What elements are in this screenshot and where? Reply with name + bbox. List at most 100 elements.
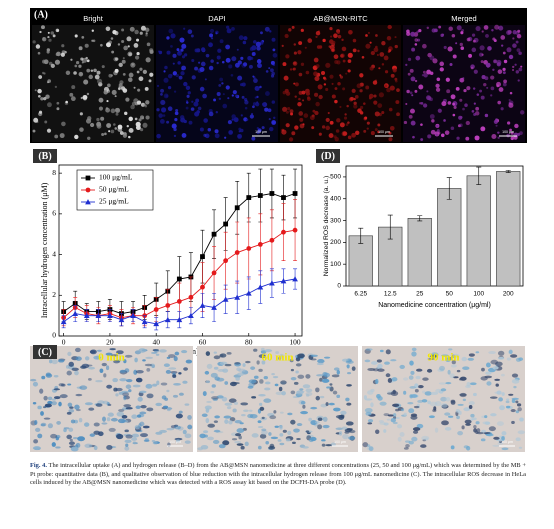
y-tick-label: 0 [337, 283, 341, 290]
marker [164, 316, 171, 323]
cell [237, 75, 243, 81]
cell [379, 401, 387, 406]
cell [342, 87, 346, 91]
cell [259, 406, 265, 411]
marker [176, 276, 182, 282]
cell [316, 45, 321, 49]
cell [297, 353, 305, 359]
cell [267, 412, 275, 417]
cell [234, 362, 241, 365]
cell [84, 402, 93, 406]
cell [459, 98, 463, 102]
marker [165, 303, 171, 308]
cell [341, 38, 344, 42]
error-bar [446, 177, 452, 200]
cell [348, 429, 356, 434]
cell [85, 56, 88, 60]
cell [459, 42, 463, 47]
cell [377, 396, 383, 401]
cell [359, 73, 364, 78]
cell [438, 25, 442, 29]
cell [161, 107, 167, 113]
cell [315, 31, 321, 36]
y-tick-label: 8 [52, 168, 56, 177]
cell [132, 441, 137, 445]
cell [241, 82, 246, 87]
cell [342, 59, 346, 63]
cell [86, 59, 90, 63]
cell [457, 430, 464, 436]
cell [82, 94, 88, 100]
cell [246, 118, 249, 121]
cell [232, 382, 240, 385]
cell [204, 405, 212, 410]
cell [185, 85, 191, 91]
cell [314, 420, 320, 424]
cell [214, 133, 220, 139]
cell [299, 117, 304, 122]
cell [243, 409, 249, 413]
cell [139, 421, 145, 427]
cell [163, 363, 170, 368]
cell [228, 64, 233, 69]
cell [307, 96, 310, 100]
cell [110, 108, 116, 114]
cell [138, 76, 144, 82]
cell [173, 382, 181, 386]
cell [515, 357, 522, 362]
plot-frame [345, 165, 524, 287]
cell [100, 43, 103, 47]
cell [342, 131, 348, 136]
cell [491, 133, 497, 140]
cell [338, 414, 345, 420]
cell [415, 55, 421, 61]
cell [357, 108, 362, 113]
cell [211, 396, 220, 400]
cell [186, 101, 189, 104]
cell [140, 25, 146, 31]
cell [473, 113, 477, 116]
cell [429, 71, 434, 75]
cell [202, 391, 207, 397]
cell [375, 34, 378, 37]
cell [89, 433, 96, 437]
cell [181, 65, 186, 71]
cell [410, 76, 416, 82]
marker [60, 318, 67, 325]
cell [271, 100, 276, 104]
cell [386, 35, 392, 41]
marker [223, 221, 229, 227]
cell [511, 397, 519, 400]
marker [280, 278, 287, 284]
panel-label-box [33, 345, 57, 359]
cell [345, 397, 350, 402]
legend-label: 100 μg/mL [99, 173, 133, 182]
x-tick-label: 12.5 [384, 291, 397, 298]
cell [81, 61, 84, 64]
cell [274, 383, 279, 387]
cell [251, 112, 254, 115]
cell [145, 32, 148, 35]
marker [107, 312, 113, 319]
cell [449, 63, 453, 67]
cell [347, 371, 352, 375]
cell [71, 85, 76, 90]
cell [461, 425, 465, 430]
cell [462, 366, 470, 371]
cell [318, 132, 322, 136]
cell [167, 85, 172, 90]
cell [346, 384, 352, 387]
cell [395, 100, 400, 105]
cell [227, 97, 230, 100]
cell [384, 70, 389, 74]
cell [336, 118, 341, 123]
cell [331, 94, 336, 99]
cell [213, 98, 216, 102]
cell [422, 103, 428, 108]
cell [205, 53, 210, 58]
cell [403, 120, 408, 125]
cell [263, 375, 268, 380]
cell [501, 44, 504, 47]
cell [122, 392, 130, 397]
error-bar [387, 214, 393, 240]
